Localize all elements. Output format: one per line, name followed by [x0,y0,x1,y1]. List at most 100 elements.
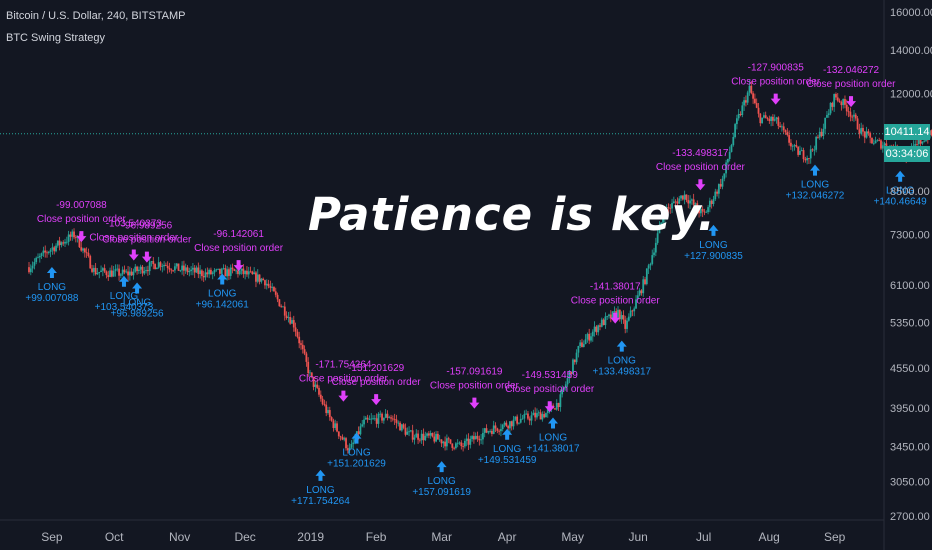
candle-body [170,269,173,271]
candle-body [872,143,875,145]
candle-body [321,398,324,405]
bar-countdown-label: 03:34:06 [884,146,930,162]
candle-body [795,145,798,147]
candle-body [258,274,261,282]
candle-body [210,269,212,275]
candle-body [618,309,621,320]
candle-body [154,264,156,270]
candle-body [665,207,668,217]
candle-body [572,359,574,375]
close-value: -133.498317 [672,148,729,159]
candle-body [602,319,605,326]
candle-body [881,145,884,149]
long-label: LONG [608,356,637,367]
candle-body [543,414,546,418]
candle-body [757,107,760,114]
long-arrow-icon [315,469,326,481]
candle-body [80,247,83,251]
close-label: Close position order [731,77,821,88]
y-tick-label: 6100.00 [890,280,930,292]
candle-body [132,271,135,276]
candle-body [294,327,297,332]
candle-body [314,384,317,387]
candle-body [669,207,672,209]
candle-body [440,439,443,444]
candle-body [600,319,603,327]
candle-body [271,287,274,288]
candle-body [199,270,202,275]
candle-body [345,438,347,449]
candle-body [325,404,328,413]
candle-body [708,200,711,208]
strategy-name[interactable]: BTC Swing Strategy [6,32,106,44]
candle-body [863,131,866,138]
candle-body [31,265,34,269]
candle-body [761,117,764,124]
x-tick-label: Oct [105,530,124,544]
candle-body [107,275,110,277]
candle-body [386,413,389,418]
candle-body [591,331,594,337]
candle-body [337,431,340,437]
candle-body [431,433,434,437]
candle-body [74,237,77,239]
candle-body [770,116,773,122]
candle-body [871,137,873,144]
candle-body [737,114,740,119]
candle-body [62,242,65,244]
candle-body [269,286,272,288]
candle-body [597,325,600,333]
candle-body [806,158,809,161]
candle-body [835,94,837,98]
candle-body [717,184,720,194]
candle-body [768,118,771,122]
candle-body [541,414,544,420]
candle-body [480,439,483,441]
candle-body [64,241,66,244]
candle-body [512,419,515,427]
long-arrow-icon [46,266,57,278]
candle-body [487,431,490,433]
candle-body [242,268,245,275]
candle-body [201,270,203,277]
close-value: -96.142061 [213,229,264,240]
candle-body [44,250,47,253]
candle-body [582,344,585,347]
candle-body [791,145,794,147]
close-arrow-icon [469,397,480,409]
candle-body [40,253,43,257]
long-label: LONG [38,282,67,293]
candle-body [35,257,38,263]
candle-body [91,268,93,272]
candle-body [391,418,394,420]
long-arrow-icon [217,273,228,285]
candle-body [303,349,306,354]
candle-body [750,85,753,94]
long-label: LONG [427,476,456,487]
candle-body [336,423,338,432]
candle-body [166,265,169,269]
candle-body [399,422,401,431]
candle-body [782,126,785,131]
candle-body [174,266,176,271]
candle-body [139,266,142,270]
candle-body [29,268,32,273]
candle-body [532,412,535,416]
candle-body [817,136,819,138]
long-arrow-icon [810,164,820,176]
candle-body [233,269,236,271]
candle-body [395,419,398,423]
candle-body [525,413,528,415]
y-tick-label: 5350.00 [890,317,930,329]
candle-body [462,446,465,447]
candle-body [433,436,436,442]
candle-body [523,414,526,419]
candle-body [289,317,292,324]
close-value: -132.046272 [823,65,880,76]
candle-body [94,267,97,275]
candle-body [534,412,537,418]
candle-body [588,333,591,341]
long-label: LONG [306,485,335,496]
